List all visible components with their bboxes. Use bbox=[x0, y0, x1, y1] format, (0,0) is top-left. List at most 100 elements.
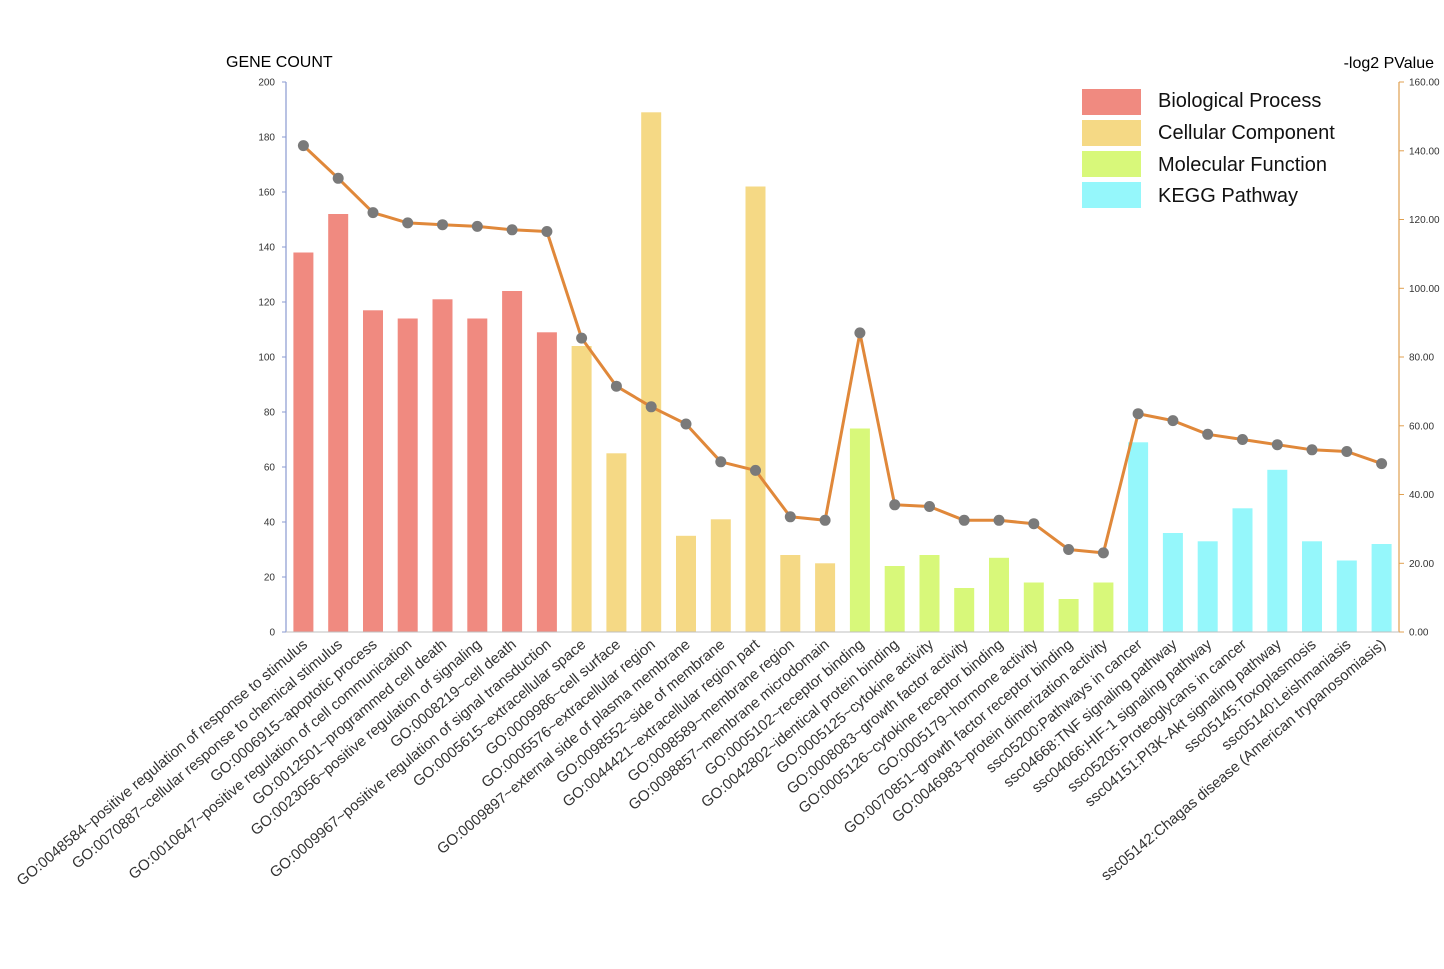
pvalue-point bbox=[819, 514, 831, 526]
pvalue-point bbox=[889, 499, 901, 511]
right-y-tick-label: 80.00 bbox=[1409, 353, 1434, 364]
bar bbox=[1093, 582, 1114, 632]
bar bbox=[502, 291, 523, 632]
pvalue-point bbox=[576, 332, 588, 344]
right-y-tick-label: 0.00 bbox=[1409, 628, 1429, 639]
bar bbox=[1128, 442, 1149, 633]
pvalue-point bbox=[1132, 408, 1144, 420]
bar bbox=[1267, 469, 1288, 633]
left-y-tick-label: 120 bbox=[258, 298, 275, 309]
bar bbox=[1232, 508, 1253, 633]
pvalue-point bbox=[1306, 444, 1318, 456]
pvalue-point bbox=[1202, 428, 1214, 440]
bar bbox=[1058, 599, 1079, 632]
left-y-tick-label: 180 bbox=[258, 133, 275, 144]
bar bbox=[397, 318, 418, 632]
bar bbox=[571, 346, 592, 632]
pvalue-point bbox=[332, 172, 344, 184]
bar bbox=[606, 453, 627, 633]
bar bbox=[884, 566, 905, 632]
pvalue-point bbox=[402, 217, 414, 229]
ticks-layer: 0 20 40 60 80 100 120 140 160 180 200 0.00 20.00 40.0… bbox=[258, 78, 1440, 639]
right-axis-title: -log2 PValue bbox=[1344, 55, 1435, 72]
pvalue-point bbox=[367, 207, 379, 219]
pvalue-point bbox=[541, 226, 553, 237]
legend-label-molecular-function: Molecular Function bbox=[1158, 154, 1327, 176]
right-y-tick-label: 60.00 bbox=[1409, 421, 1434, 432]
legend-swatch-kegg-pathway bbox=[1082, 182, 1141, 208]
left-y-tick-label: 100 bbox=[258, 353, 275, 364]
left-y-tick-label: 60 bbox=[264, 463, 276, 474]
bar bbox=[1371, 544, 1392, 632]
legend-swatch-molecular-function bbox=[1082, 151, 1141, 177]
pvalue-point bbox=[715, 456, 727, 468]
legend-swatch-cellular-component bbox=[1082, 120, 1141, 146]
bar bbox=[954, 588, 975, 632]
pvalue-point bbox=[784, 511, 796, 523]
left-y-tick-label: 80 bbox=[264, 408, 276, 419]
bar bbox=[432, 299, 453, 633]
left-y-tick-label: 160 bbox=[258, 188, 275, 199]
bar bbox=[536, 332, 557, 633]
pvalue-point bbox=[610, 380, 622, 392]
pvalue-point bbox=[924, 501, 935, 512]
legend-label-biological-process: Biological Process bbox=[1158, 90, 1321, 112]
pvalue-point bbox=[958, 514, 970, 526]
pvalue-point bbox=[1167, 415, 1179, 427]
legend-swatch-biological-process bbox=[1082, 89, 1141, 115]
right-y-tick-label: 120.00 bbox=[1409, 215, 1440, 226]
bar bbox=[745, 186, 766, 632]
pvalue-point bbox=[297, 140, 309, 152]
pvalue-point bbox=[1271, 439, 1283, 451]
pvalue-line bbox=[302, 144, 1383, 555]
pvalue-point bbox=[854, 327, 866, 339]
bar bbox=[1162, 533, 1183, 632]
bar bbox=[467, 318, 488, 632]
bar bbox=[676, 535, 696, 633]
bar bbox=[780, 555, 801, 632]
bar bbox=[1336, 560, 1357, 632]
bar bbox=[328, 214, 349, 632]
pvalue-point bbox=[1341, 446, 1353, 457]
bar bbox=[989, 557, 1009, 633]
right-y-tick-label: 100.00 bbox=[1409, 284, 1440, 295]
right-y-tick-label: 20.00 bbox=[1409, 559, 1434, 570]
right-y-tick-label: 160.00 bbox=[1409, 78, 1440, 89]
pvalue-point bbox=[437, 219, 448, 231]
legend-label-kegg-pathway: KEGG Pathway bbox=[1158, 185, 1298, 207]
bar bbox=[710, 519, 731, 633]
right-y-tick-label: 140.00 bbox=[1409, 146, 1440, 157]
bar bbox=[1023, 582, 1044, 632]
bars-layer bbox=[293, 112, 1392, 633]
legend-label-cellular-component: Cellular Component bbox=[1158, 122, 1335, 144]
pvalue-point bbox=[750, 464, 761, 476]
left-axis-title: GENE COUNT bbox=[226, 54, 333, 71]
bar bbox=[363, 310, 383, 633]
bar bbox=[849, 428, 870, 632]
bar bbox=[641, 112, 662, 633]
bar bbox=[293, 252, 314, 632]
pvalue-point bbox=[1028, 518, 1040, 530]
pvalue-point bbox=[680, 418, 692, 430]
pvalue-point bbox=[645, 401, 657, 413]
pvalue-point bbox=[1097, 547, 1109, 559]
left-y-tick-label: 0 bbox=[269, 628, 275, 639]
pvalue-point bbox=[471, 220, 483, 232]
bar bbox=[815, 563, 836, 633]
right-y-tick-label: 40.00 bbox=[1409, 490, 1434, 501]
bar bbox=[1302, 541, 1322, 633]
left-y-tick-label: 200 bbox=[258, 78, 275, 89]
left-y-tick-label: 20 bbox=[264, 573, 276, 584]
pvalue-point bbox=[1376, 458, 1388, 470]
pvalue-line-layer bbox=[297, 140, 1388, 559]
pvalue-point bbox=[506, 224, 518, 236]
bar bbox=[919, 555, 940, 632]
left-y-tick-label: 40 bbox=[264, 518, 276, 529]
left-y-tick-label: 140 bbox=[258, 243, 275, 254]
pvalue-point bbox=[1063, 544, 1075, 555]
legend: Biological Process Cellular Component Mo… bbox=[1082, 89, 1335, 208]
pvalue-point bbox=[993, 514, 1005, 526]
category-labels: GO:0048584~positive regulation of respon… bbox=[14, 636, 1390, 890]
pvalue-point bbox=[1237, 434, 1248, 445]
